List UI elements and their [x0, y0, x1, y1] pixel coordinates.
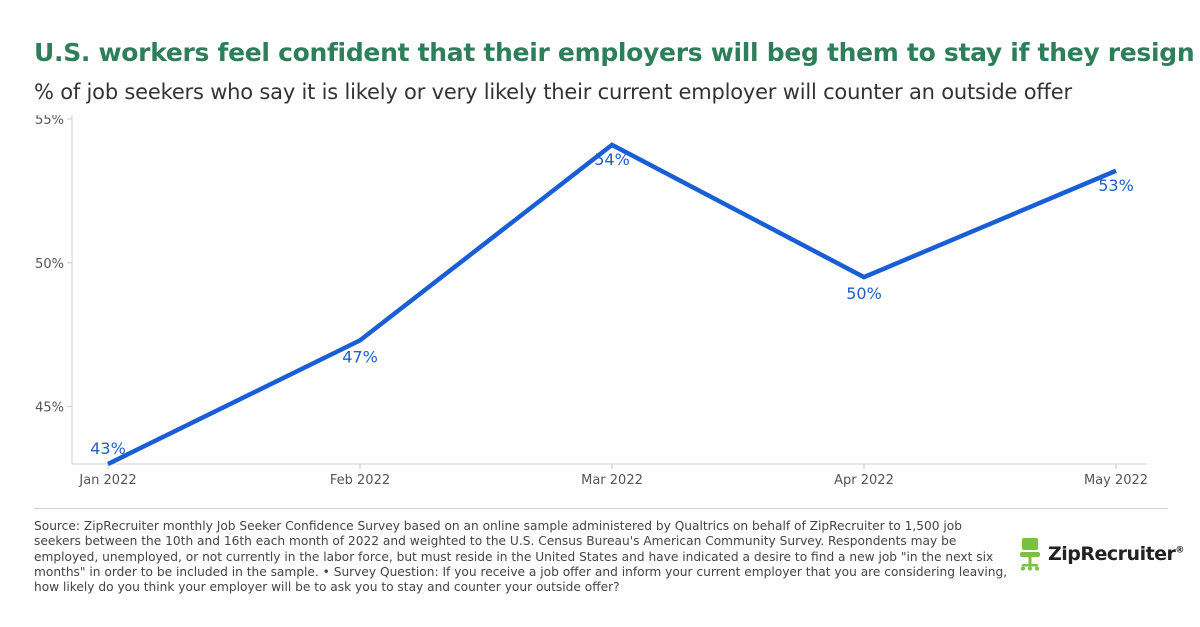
x-tick-label: Jan 2022: [78, 473, 136, 488]
data-label: 43%: [90, 439, 126, 458]
ziprecruiter-logo: ZipRecruiter®: [1018, 537, 1184, 571]
y-tick-label: 50%: [35, 257, 64, 272]
x-tick-label: Mar 2022: [581, 473, 643, 488]
data-label: 53%: [1098, 176, 1134, 195]
chart-subtitle: % of job seekers who say it is likely or…: [34, 80, 1072, 104]
source-note: Source: ZipRecruiter monthly Job Seeker …: [34, 519, 1008, 595]
logo-text: ZipRecruiter®: [1048, 543, 1184, 565]
y-tick-label: 45%: [35, 401, 64, 416]
data-label: 47%: [342, 347, 378, 366]
x-tick-label: May 2022: [1084, 473, 1148, 488]
x-tick-label: Apr 2022: [834, 473, 894, 488]
chart-title: U.S. workers feel confident that their e…: [34, 38, 1195, 67]
series-line: [107, 142, 1117, 467]
data-label: 50%: [846, 284, 882, 303]
y-tick-label: 55%: [35, 115, 64, 128]
data-label: 54%: [594, 150, 630, 169]
x-tick-label: Feb 2022: [330, 473, 390, 488]
chair-icon: [1020, 538, 1040, 571]
line-chart: 45% 50% 55% Jan 2022 Feb 2022 Mar 2022 Apr 202…: [35, 115, 1148, 488]
divider: [34, 508, 1168, 509]
